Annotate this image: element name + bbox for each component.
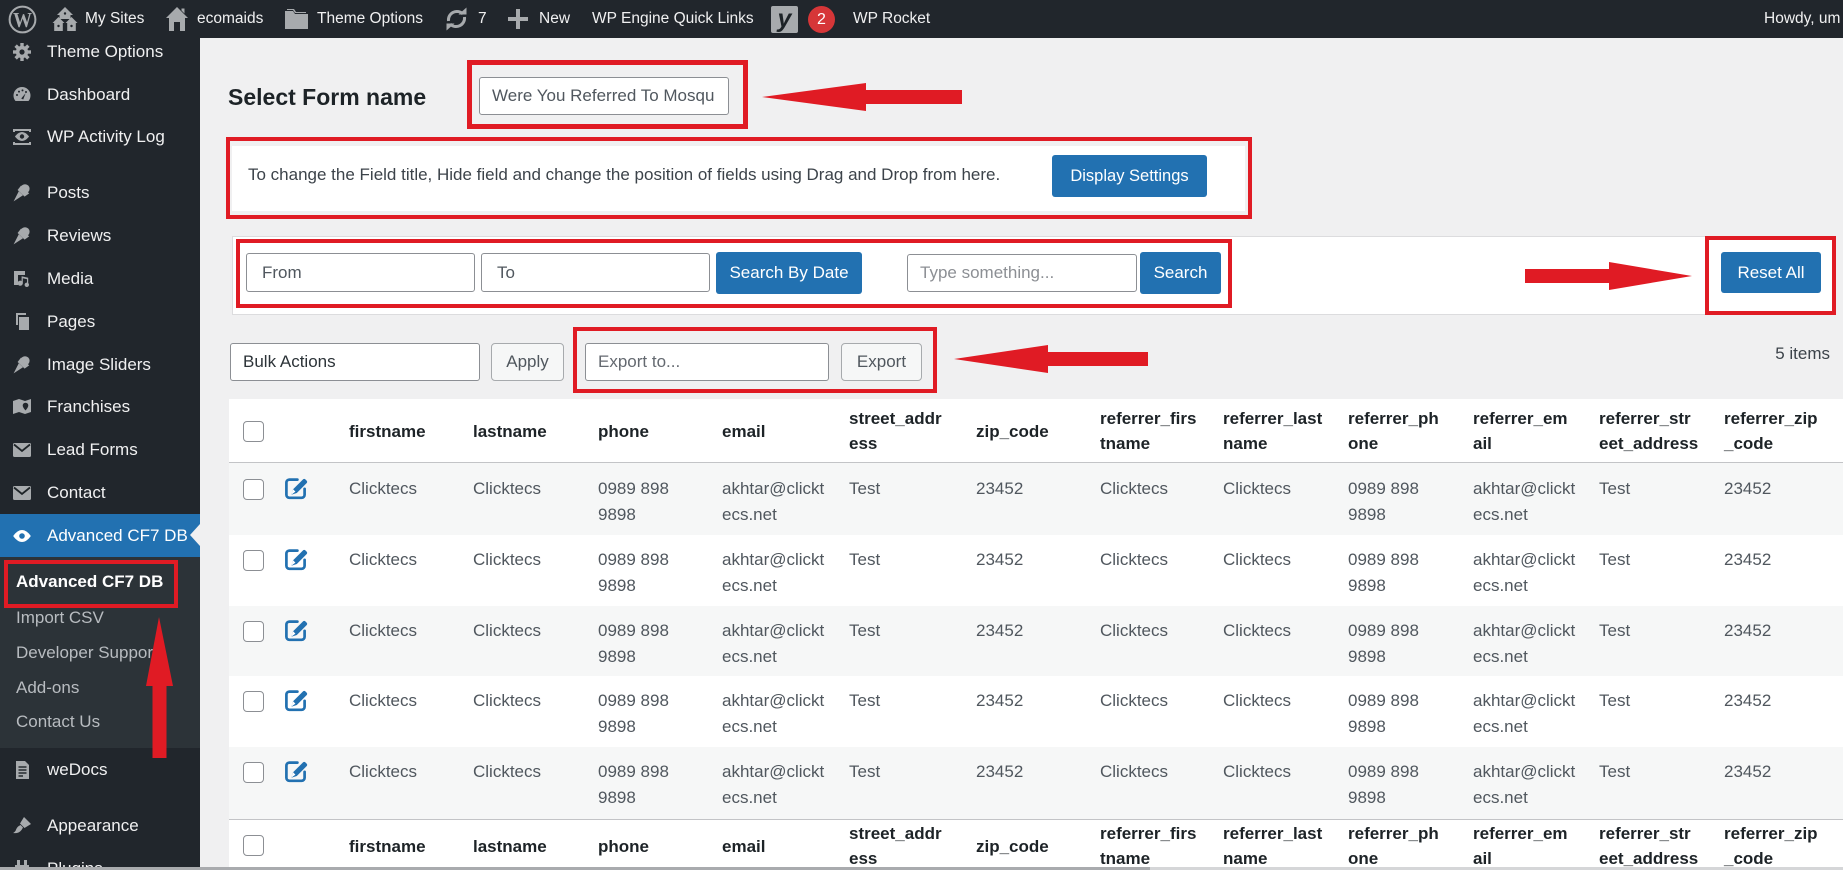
svg-text:W: W [13,8,32,32]
